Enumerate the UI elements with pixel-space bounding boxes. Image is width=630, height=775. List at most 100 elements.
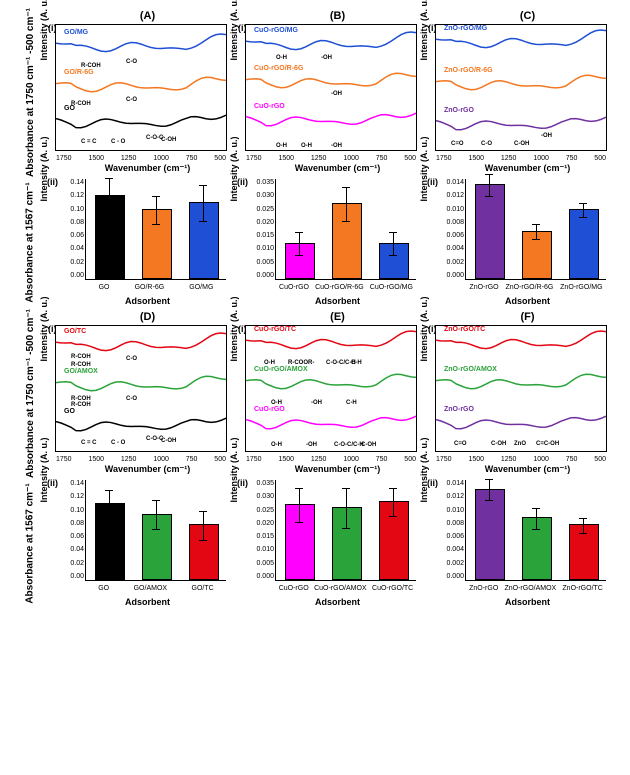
panel-title: (C) — [435, 10, 620, 22]
peak-label: -OH — [331, 143, 342, 149]
peak-label: O-H — [271, 442, 282, 448]
spec-ylabel: Intensity (A. u.) — [229, 0, 239, 60]
spec-ylabel: Intensity (A. u.) — [229, 296, 239, 361]
peak-label: C - O — [111, 440, 125, 446]
error-bar — [156, 501, 157, 530]
error-cap — [579, 217, 587, 218]
error-cap — [152, 500, 160, 501]
peak-label: C-OH — [161, 438, 176, 444]
spec-panel-C: (C)(i)ZnO-rGO/MGZnO-rGO/R-6GZnO-rGOC=OC-… — [435, 10, 620, 174]
error-bar — [109, 491, 110, 520]
error-cap — [485, 174, 493, 175]
bar-plot: 0.0350.0300.0250.0200.0150.0100.0050.000… — [275, 480, 416, 581]
spec-panel-B: (B)(i)CuO-rGO/MGO-H-OHCuO-rGO/R-6G-OHCuO… — [245, 10, 430, 174]
bar-xlabel: Adsorbent — [245, 296, 430, 306]
error-cap — [295, 232, 303, 233]
bar-panel-B: (ii)0.0350.0300.0250.0200.0150.0100.0050… — [245, 179, 430, 306]
error-cap — [105, 214, 113, 215]
bar-plot: 0.0350.0300.0250.0200.0150.0100.0050.000… — [275, 179, 416, 280]
error-cap — [295, 488, 303, 489]
error-cap — [389, 516, 397, 517]
error-cap — [199, 221, 207, 222]
error-bar — [346, 188, 347, 222]
error-cap — [532, 239, 540, 240]
peak-label: C-O — [481, 141, 492, 147]
spec-plot: (i)GO/TCR-COHR-COHC-OGO/AMOXR-COHR-COHC-… — [55, 325, 227, 452]
spectrum-label: CuO-rGO — [254, 406, 285, 413]
bar-yticks: 0.0140.0120.0100.0080.0060.0040.0020.000 — [436, 480, 464, 580]
peak-label: O-H — [276, 143, 287, 149]
bar — [142, 514, 172, 580]
error-bar — [583, 519, 584, 533]
bar-xlabels: ZnO-rGOZnO-rGO/R-6GZnO-rGO/MG — [466, 284, 606, 291]
error-cap — [532, 508, 540, 509]
error-cap — [199, 185, 207, 186]
bar-plot: 0.140.120.100.080.060.040.020.00GOGO/R-6… — [85, 179, 226, 280]
bar — [475, 489, 505, 580]
error-cap — [532, 529, 540, 530]
bar — [332, 203, 362, 279]
spec-panel-A: (A)(i)GO/MGR-COHC-OGO/R-6GR-COHC-OGOC = … — [55, 10, 240, 174]
bar-panel-E: (ii)0.0350.0300.0250.0200.0150.0100.0050… — [245, 480, 430, 607]
peak-label: C-OH — [514, 141, 529, 147]
error-cap — [485, 500, 493, 501]
bar — [379, 501, 409, 580]
bar — [189, 202, 219, 279]
error-bar — [489, 480, 490, 501]
panel-title: (D) — [55, 311, 240, 323]
error-bar — [393, 233, 394, 256]
spec-plot: (i)ZnO-rGO/MGZnO-rGO/R-6GZnO-rGOC=OC-OC-… — [435, 24, 607, 151]
spec-ylabel: Intensity (A. u.) — [39, 0, 49, 60]
error-cap — [342, 187, 350, 188]
spec-xticks: 1750150012501000750500 — [436, 155, 606, 162]
bar-yticks: 0.140.120.100.080.060.040.020.00 — [56, 480, 84, 580]
bar-ylabel: Intensity (A. u.) — [39, 137, 49, 202]
panel-title: (A) — [55, 10, 240, 22]
peak-label: C = C — [81, 440, 97, 446]
error-cap — [342, 488, 350, 489]
error-cap — [485, 196, 493, 197]
error-cap — [199, 540, 207, 541]
peak-label: O-H — [301, 143, 312, 149]
error-cap — [105, 490, 113, 491]
error-cap — [152, 224, 160, 225]
spec-xticks: 1750150012501000750500 — [56, 155, 226, 162]
bar-plot: 0.0140.0120.0100.0080.0060.0040.0020.000… — [465, 480, 606, 581]
bar-ylabel: Intensity (A. u.) — [229, 137, 239, 202]
peak-label: ZnO — [514, 441, 526, 447]
panel-title: (B) — [245, 10, 430, 22]
peak-label: C=O — [451, 141, 464, 147]
error-bar — [536, 509, 537, 530]
bar — [95, 195, 125, 279]
bar-ylabel: Intensity (A. u.) — [39, 438, 49, 503]
bar — [285, 504, 315, 580]
error-bar — [109, 179, 110, 215]
error-bar — [583, 204, 584, 218]
bar-panel-F: (ii)0.0140.0120.0100.0080.0060.0040.0020… — [435, 480, 620, 607]
spec-xlabel: Wavenumber (cm⁻¹) — [435, 464, 620, 475]
peak-label: -OH — [541, 133, 552, 139]
peak-label: C = C — [81, 139, 97, 145]
bar — [475, 184, 505, 279]
spec-plot: (i)CuO-rGO/MGO-H-OHCuO-rGO/R-6G-OHCuO-rG… — [245, 24, 417, 151]
spec-panel-F: (F)(i)ZnO-rGO/TCZnO-rGO/AMOXZnO-rGOC=OC-… — [435, 311, 620, 475]
error-cap — [199, 511, 207, 512]
error-bar — [299, 489, 300, 523]
spec-ylabel: Intensity (A. u.) — [419, 296, 429, 361]
error-cap — [389, 488, 397, 489]
bar — [569, 209, 599, 279]
error-bar — [156, 197, 157, 226]
spec-xlabel: Wavenumber (cm⁻¹) — [55, 163, 240, 174]
peak-label: -OH — [306, 442, 317, 448]
bar-xlabel: Adsorbent — [55, 597, 240, 607]
spec-xticks: 1750150012501000750500 — [246, 456, 416, 463]
panel-title: (E) — [245, 311, 430, 323]
bar-ylabel: Intensity (A. u.) — [419, 438, 429, 503]
bar-ylabel: Intensity (A. u.) — [229, 438, 239, 503]
spectrum-label: ZnO-rGO — [444, 107, 474, 114]
error-bar — [203, 186, 204, 222]
panel-title: (F) — [435, 311, 620, 323]
spec-ylabel: Intensity (A. u.) — [39, 296, 49, 361]
bar-plot: 0.140.120.100.080.060.040.020.00GOGO/AMO… — [85, 480, 226, 581]
spec-xticks: 1750150012501000750500 — [246, 155, 416, 162]
